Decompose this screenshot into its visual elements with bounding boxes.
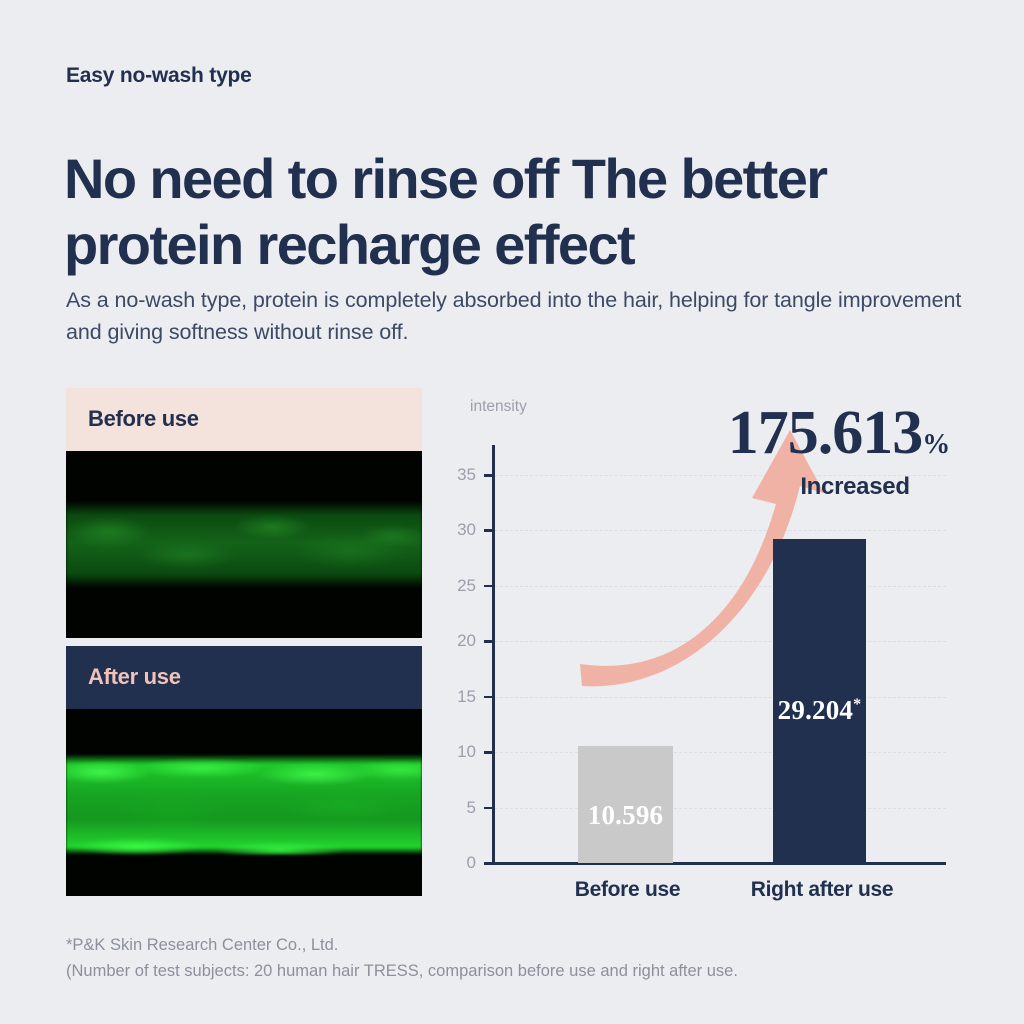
y-axis-tick — [484, 584, 495, 588]
increase-percent-value: 175.613 — [727, 399, 923, 467]
y-axis-tick — [484, 862, 495, 865]
increase-caption: Increased — [800, 473, 910, 500]
y-axis-tick-label: 10 — [457, 742, 476, 762]
after-use-label: After use — [66, 646, 422, 709]
eyebrow-text: Easy no-wash type — [66, 64, 252, 87]
page-subhead: As a no-wash type, protein is completely… — [66, 287, 962, 345]
y-axis-tick-label: 5 — [466, 797, 476, 817]
page-title: No need to rinse off The better protein … — [64, 146, 828, 277]
y-axis-line — [492, 445, 495, 865]
increase-stat: 175.613% Increased — [694, 402, 984, 501]
y-axis-tick-label: 25 — [457, 575, 476, 595]
percent-symbol: % — [922, 429, 951, 460]
x-axis-label-after: Right after use — [750, 878, 894, 901]
bar-before-use: 10.596 — [578, 745, 673, 863]
bar-value-before: 10.596 — [587, 799, 664, 830]
y-axis-tick — [484, 640, 495, 643]
footnote-line-1: *P&K Skin Research Center Co., Ltd. — [66, 936, 339, 954]
y-axis-tick-label: 35 — [457, 465, 476, 484]
y-axis-tick — [484, 474, 495, 477]
y-axis-tick-label: 30 — [457, 520, 476, 540]
y-axis-tick — [484, 806, 495, 810]
after-use-microscope-image — [66, 709, 422, 896]
x-axis-label-before: Before use — [574, 878, 681, 901]
gridline — [495, 752, 946, 754]
y-axis-tick-label: 20 — [457, 631, 476, 651]
x-axis-line — [492, 862, 946, 865]
bar-after-use: 29.204* — [773, 539, 866, 863]
gridline — [495, 696, 946, 698]
footnotes: *P&K Skin Research Center Co., Ltd. (Num… — [66, 932, 738, 985]
after-use-panel: After use — [66, 646, 422, 896]
hair-strand-after — [66, 753, 422, 855]
y-axis-tick — [484, 529, 495, 532]
gridline — [495, 585, 946, 587]
before-use-panel: Before use — [66, 388, 422, 638]
gridline — [495, 641, 946, 643]
y-axis-tick — [484, 695, 495, 699]
footnote-line-2: (Number of test subjects: 20 human hair … — [66, 962, 738, 981]
hair-strand-before — [66, 501, 422, 588]
y-axis-tick — [484, 751, 495, 754]
before-use-microscope-image — [66, 451, 422, 638]
y-axis-tick-label: 0 — [466, 853, 476, 872]
bar-value-after: 29.204* — [777, 695, 862, 726]
y-axis-tick-label: 15 — [457, 686, 476, 706]
y-axis-caption: intensity — [470, 398, 527, 415]
gridline — [495, 807, 946, 809]
gridline — [495, 530, 946, 532]
before-use-label: Before use — [66, 388, 422, 451]
